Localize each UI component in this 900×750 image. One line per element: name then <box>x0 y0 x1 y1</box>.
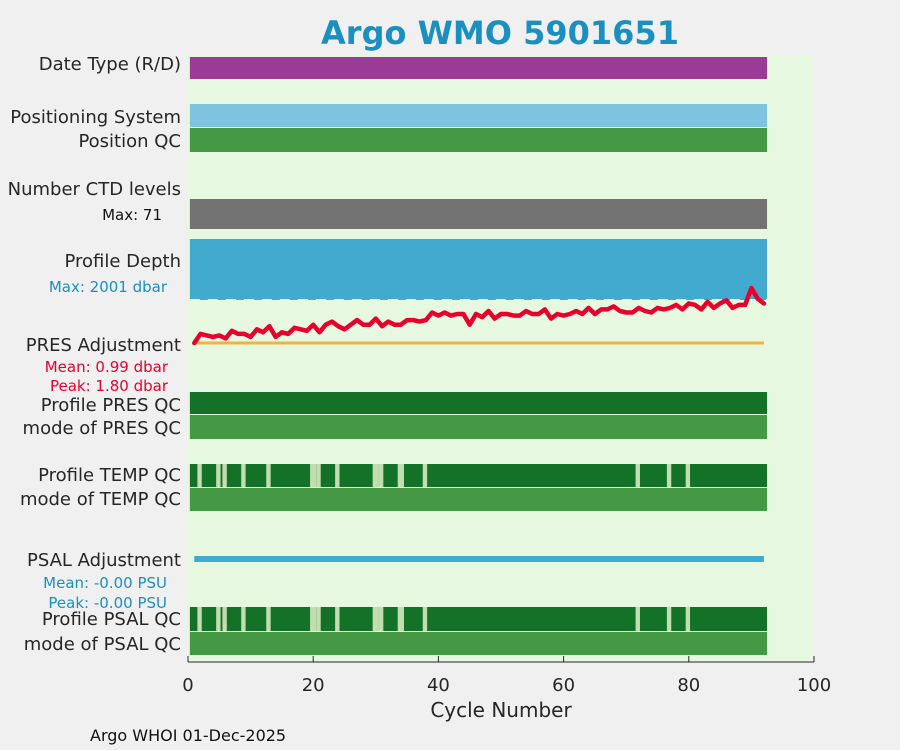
row-label-mode-of-pres-qc: mode of PRES QC <box>23 418 181 439</box>
qc-flag-cycle-2 <box>197 607 202 631</box>
row-labels: Date Type (R/D) Positioning System Positio… <box>8 54 181 655</box>
row-bar-profile-psal-qc <box>189 607 768 631</box>
row-bar-positioning-system <box>189 104 768 127</box>
qc-flag-cycle-31 <box>378 464 384 487</box>
row-label-profile-pres-qc: Profile PRES QC <box>41 395 181 416</box>
pres-peak-annotation: Peak: 1.80 dbar <box>50 377 169 395</box>
row-bar-profile-temp-qc <box>189 464 768 487</box>
qc-flag-cycle-21 <box>316 464 321 487</box>
qc-flag-cycle-72 <box>635 607 640 631</box>
qc-flag-cycle-24 <box>335 464 340 487</box>
x-tick-label-40: 40 <box>427 675 450 696</box>
ctd-max-annotation: Max: 71 <box>102 206 162 224</box>
qc-flag-cycle-13 <box>266 607 271 631</box>
row-label-profile-depth: Profile Depth <box>64 251 181 272</box>
row-bar-mode-of-psal-qc <box>189 632 768 655</box>
qc-flag-cycle-31 <box>378 607 384 631</box>
qc-flag-cycle-30 <box>372 607 379 631</box>
row-label-mode-of-psal-qc: mode of PSAL QC <box>24 634 181 655</box>
row-label-position-qc: Position QC <box>78 131 181 152</box>
row-label-number-ctd-levels: Number CTD levels <box>8 179 181 200</box>
qc-flag-cycle-38 <box>422 607 428 631</box>
qc-flag-cycle-72 <box>635 464 640 487</box>
chart-title: Argo WMO 5901651 <box>321 14 679 52</box>
qc-flag-cycle-6 <box>222 464 227 487</box>
qc-flag-cycle-34 <box>397 607 404 631</box>
qc-flag-cycle-77 <box>666 464 672 487</box>
x-axis: 0 20 40 60 80 100 <box>182 656 831 696</box>
pres-adjustment-plot <box>192 285 767 346</box>
qc-flag-cycle-24 <box>335 607 340 631</box>
row-label-psal-adjustment: PSAL Adjustment <box>27 550 181 571</box>
x-tick-label-20: 20 <box>302 675 325 696</box>
qc-flag-cycle-34 <box>397 464 404 487</box>
qc-flag-cycle-20 <box>310 464 317 487</box>
row-bar-profile-pres-qc <box>189 392 768 414</box>
pres-mean-annotation: Mean: 0.99 dbar <box>45 358 169 376</box>
row-label-profile-temp-qc: Profile TEMP QC <box>38 465 181 486</box>
x-tick-label-0: 0 <box>182 675 193 696</box>
qc-flag-cycle-20 <box>310 607 317 631</box>
x-tick-label-80: 80 <box>677 675 700 696</box>
qc-flag-cycle-30 <box>372 464 379 487</box>
qc-flag-cycle-2 <box>197 464 202 487</box>
row-label-positioning-system: Positioning System <box>10 107 181 128</box>
qc-flag-cycle-21 <box>316 607 321 631</box>
pres-adjustment-series <box>192 285 767 346</box>
qc-flag-cycle-13 <box>266 464 271 487</box>
row-label-profile-psal-qc: Profile PSAL QC <box>42 609 181 630</box>
qc-flag-cycle-80 <box>685 607 691 631</box>
row-bar-mode-of-temp-qc <box>189 488 768 511</box>
depth-max-annotation: Max: 2001 dbar <box>49 278 168 296</box>
qc-flag-cycle-38 <box>422 464 428 487</box>
row-label-pres-adjustment: PRES Adjustment <box>26 335 181 356</box>
row-label-mode-of-temp-qc: mode of TEMP QC <box>20 489 181 510</box>
x-tick-label-100: 100 <box>797 675 831 696</box>
row-label-date-type-r-d: Date Type (R/D) <box>39 54 181 75</box>
qc-flag-cycle-6 <box>222 607 227 631</box>
qc-flag-cycle-9 <box>241 607 246 631</box>
footer-credit: Argo WHOI 01-Dec-2025 <box>90 726 286 745</box>
row-bar-position-qc <box>189 128 768 152</box>
psal-peak-annotation: Peak: -0.00 PSU <box>48 594 167 612</box>
x-axis-label: Cycle Number <box>430 698 572 722</box>
psal-mean-annotation: Mean: -0.00 PSU <box>43 574 167 592</box>
qc-flag-cycle-80 <box>685 464 691 487</box>
row-bar-profile-depth <box>189 239 768 300</box>
row-bars <box>189 57 768 655</box>
row-bar-ctd-levels <box>189 199 768 229</box>
qc-flag-cycle-77 <box>666 607 672 631</box>
qc-flag-cycle-5 <box>216 464 221 487</box>
qc-flag-cycle-5 <box>216 607 221 631</box>
qc-flag-cycle-9 <box>241 464 246 487</box>
x-tick-label-60: 60 <box>552 675 575 696</box>
row-bar-mode-of-pres-qc <box>189 415 768 439</box>
row-bar-date-type-r-d <box>189 57 768 79</box>
